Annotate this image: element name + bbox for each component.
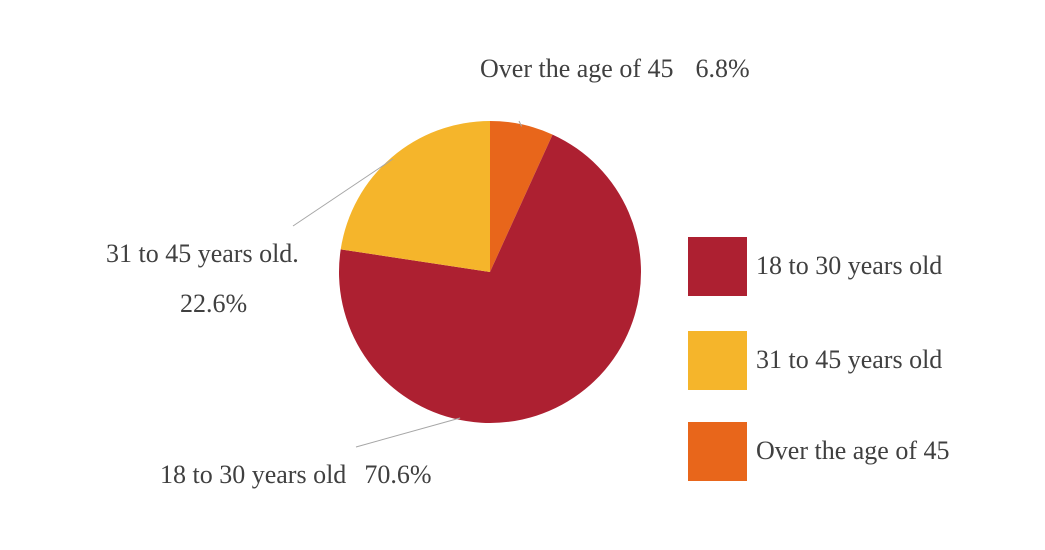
leader-line-18-30 [355, 417, 461, 448]
legend-swatch-over-45 [688, 422, 747, 481]
data-label-18-30: 18 to 30 years old 70.6% [160, 460, 431, 489]
legend-label-31-45: 31 to 45 years old [756, 345, 942, 374]
leader-line-over-45 [518, 120, 523, 127]
data-label-over-45-name: Over the age of 45 [480, 54, 673, 83]
leader-line-31-45 [292, 158, 394, 227]
leader-lines [292, 120, 523, 448]
slice-31-45 [340, 120, 490, 273]
legend-label-over-45: Over the age of 45 [756, 436, 949, 465]
data-label-31-45-value: 22.6% [180, 289, 247, 318]
slice-18-30 [338, 134, 641, 423]
legend-swatch-31-45 [688, 331, 747, 390]
legend-item-18-30: 18 to 30 years old [688, 237, 942, 296]
data-labels: Over the age of 45 6.8% 31 to 45 years ol… [106, 54, 750, 489]
data-label-18-30-name: 18 to 30 years old [160, 460, 346, 489]
legend-swatch-18-30 [688, 237, 747, 296]
legend-label-18-30: 18 to 30 years old [756, 251, 942, 280]
data-label-18-30-value: 70.6% [364, 460, 431, 489]
pie-slices [338, 120, 641, 423]
legend-item-over-45: Over the age of 45 [688, 422, 949, 481]
data-label-31-45-name: 31 to 45 years old. [106, 239, 299, 268]
legend-item-31-45: 31 to 45 years old [688, 331, 942, 390]
data-label-over-45: Over the age of 45 6.8% [480, 54, 750, 83]
data-label-over-45-value: 6.8% [695, 54, 749, 83]
slice-over-45 [490, 121, 553, 272]
legend: 18 to 30 years old 31 to 45 years old Ov… [688, 237, 949, 481]
